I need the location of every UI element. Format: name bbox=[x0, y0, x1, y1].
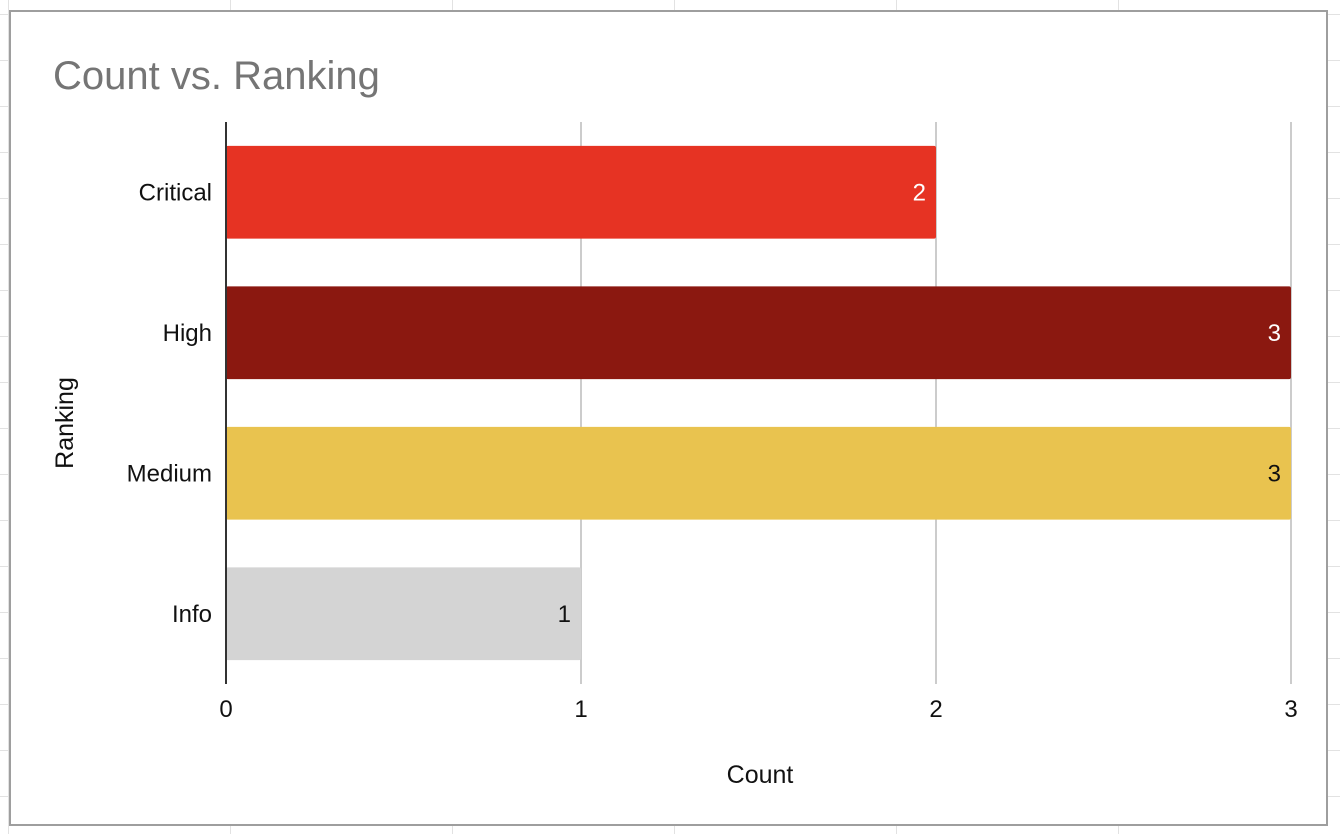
x-axis-tick-labels: 0 1 2 3 bbox=[219, 696, 1297, 723]
bar-chart: Count vs. Ranking 2 3 3 1 Critical High Mediu… bbox=[51, 54, 1298, 789]
x-tick-label-1: 1 bbox=[574, 696, 587, 723]
data-label-info: 1 bbox=[558, 601, 571, 628]
x-axis-title: Count bbox=[727, 761, 794, 789]
y-axis-tick-labels: Critical High Medium Info bbox=[127, 179, 212, 628]
data-labels-group: 2 3 3 1 bbox=[558, 179, 1281, 628]
bar-medium[interactable] bbox=[226, 426, 1291, 520]
x-tick-label-2: 2 bbox=[929, 696, 942, 723]
bar-info[interactable] bbox=[226, 567, 581, 661]
bars-group bbox=[226, 145, 1291, 661]
data-label-critical: 2 bbox=[913, 179, 926, 206]
y-tick-label-critical: Critical bbox=[139, 179, 212, 206]
chart-container[interactable]: Count vs. Ranking 2 3 3 1 Critical High Mediu… bbox=[9, 10, 1328, 826]
y-axis-title: Ranking bbox=[51, 377, 79, 469]
bar-critical[interactable] bbox=[226, 145, 936, 239]
x-tick-label-3: 3 bbox=[1284, 696, 1297, 723]
y-tick-label-high: High bbox=[163, 320, 212, 347]
y-tick-label-info: Info bbox=[172, 601, 212, 628]
data-label-high: 3 bbox=[1268, 320, 1281, 347]
data-label-medium: 3 bbox=[1268, 460, 1281, 487]
bar-high[interactable] bbox=[226, 286, 1291, 380]
chart-title: Count vs. Ranking bbox=[53, 54, 380, 98]
x-tick-label-0: 0 bbox=[219, 696, 232, 723]
y-tick-label-medium: Medium bbox=[127, 460, 212, 487]
